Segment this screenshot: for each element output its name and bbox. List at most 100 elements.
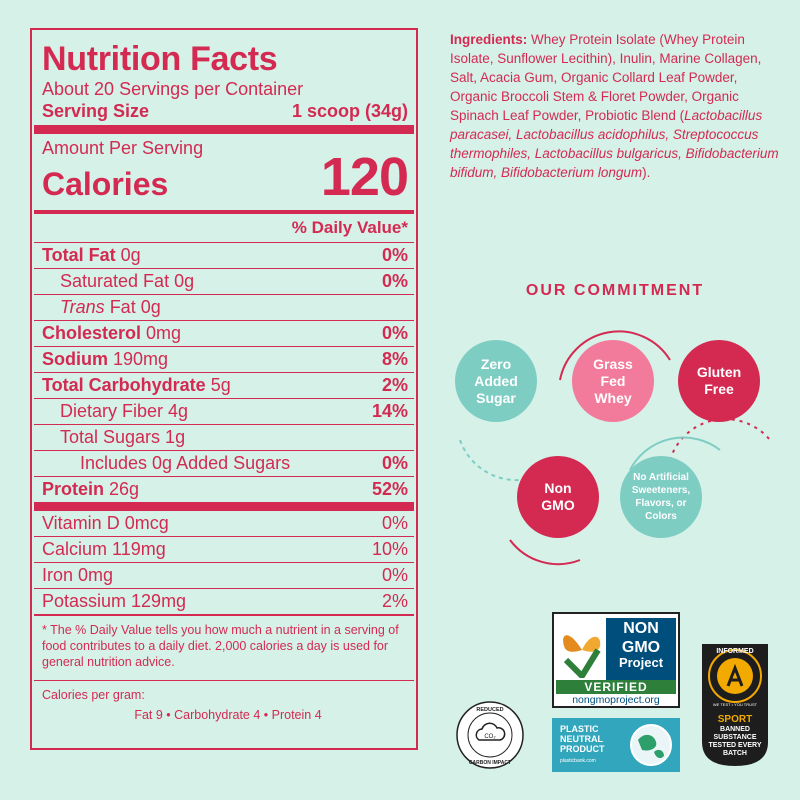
nutrient-name: Cholesterol [42, 323, 142, 343]
non-gmo-line3: Project [618, 655, 664, 670]
badge-zero-added-sugar: Zero Added Sugar [455, 340, 537, 422]
calories-row: Calories 120 [42, 147, 409, 207]
nutrient-amount: Includes 0g Added Sugars [80, 453, 291, 473]
vitamin-pct: 0% [381, 513, 408, 533]
nutrient-row-saturated-fat: Saturated Fat 0g 0% [34, 268, 414, 294]
nutrient-amount: 0mg [141, 323, 182, 343]
thick-divider [34, 125, 414, 134]
amount-per-serving: Amount Per Serving [42, 138, 204, 158]
medium-divider [34, 210, 414, 214]
badge-no-artificial: No Artificial Sweeteners, Flavors, or Co… [620, 456, 702, 538]
nutrient-amount: Total Sugars 1g [60, 427, 186, 447]
verified-banner: VERIFIED [556, 680, 676, 694]
non-gmo-line2: GMO [621, 639, 661, 656]
badge-gluten-free: Gluten Free [678, 340, 760, 422]
nutrition-title: Nutrition Facts [42, 40, 278, 78]
badge-grass-fed-whey: Grass Fed Whey [572, 340, 654, 422]
nutrient-name: Total Carbohydrate [42, 375, 206, 395]
badge-non-gmo: Non GMO [517, 456, 599, 538]
serving-size-value: 1 scoop (34g) [291, 101, 408, 121]
nutrient-row-total-carbohydrate: Total Carbohydrate 5g 2% [34, 372, 414, 398]
daily-value-footnote: * The % Daily Value tells you how much a… [34, 614, 414, 670]
nutrient-name: Trans [60, 297, 105, 317]
nutrient-pct: 8% [381, 349, 408, 369]
globe-icon [630, 724, 672, 766]
nutrient-amount: Fat 0g [104, 297, 161, 317]
nutrient-amount: 5g [205, 375, 231, 395]
nutrient-pct: 0% [381, 323, 408, 343]
vitamin-pct: 2% [381, 591, 408, 611]
vitamin-name: Calcium 119mg [42, 539, 166, 559]
nutrient-row-dietary-fiber: Dietary Fiber 4g 14% [34, 398, 414, 424]
butterfly-icon [563, 635, 601, 678]
informed-tag: WE TEST • YOU TRUST [713, 702, 758, 707]
serving-size-label: Serving Size [42, 101, 150, 121]
nutrient-pct: 2% [381, 375, 408, 395]
non-gmo-site: nongmoproject.org [572, 694, 660, 706]
badge-text: Grass Fed Whey [593, 355, 633, 406]
commitment-title: OUR COMMITMENT [525, 282, 705, 299]
reduced-bottom-text: CARBON IMPACT [469, 760, 511, 766]
vitamin-row-potassium: Potassium 129mg 2% [34, 588, 414, 614]
vitamin-name: Vitamin D 0mcg [42, 513, 169, 533]
nutrient-name: Protein [42, 479, 105, 499]
calories-per-gram-values: Fat 9 • Carbohydrate 4 • Protein 4 [134, 708, 322, 722]
badge-text: Non GMO [541, 480, 575, 513]
reduced-co2: CO₂ [484, 734, 496, 740]
nutrient-row-total-fat: Total Fat 0g 0% [34, 242, 414, 268]
informed-sport: SPORT [718, 714, 752, 725]
badge-text: Zero Added Sugar [474, 355, 518, 406]
nutrient-row-protein: Protein 26g 52% [34, 476, 414, 502]
serving-size-row: Serving Size 1 scoop (34g) [42, 100, 408, 122]
vitamin-name: Potassium 129mg [42, 591, 187, 611]
vitamin-row-iron: Iron 0mg 0% [34, 562, 414, 588]
nutrient-name: Total Fat [42, 245, 116, 265]
nutrient-pct: 0% [381, 245, 408, 265]
nutrient-name: Sodium [42, 349, 108, 369]
reduced-top-text: REDUCED [476, 707, 503, 713]
badge-text: Gluten Free [696, 364, 742, 397]
decorative-arcs [459, 330, 771, 566]
non-gmo-line1: NON [623, 620, 659, 637]
nutrient-amount: 190mg [108, 349, 169, 369]
non-gmo-verified-logo: NON GMO Project VERIFIED nongmoproject.o… [552, 612, 680, 708]
vitamin-row-vitamin-d: Vitamin D 0mcg 0% [34, 511, 414, 536]
vitamin-pct: 0% [381, 565, 408, 585]
nutrient-row-total-sugars: Total Sugars 1g [34, 424, 414, 450]
nutrient-amount: 0g [115, 245, 141, 265]
nutrient-row-trans-fat: Trans Fat 0g [34, 294, 414, 320]
reduced-carbon-impact-logo: CO₂ REDUCED CARBON IMPACT [456, 701, 524, 769]
ingredients-text: Whey Protein Isolate (Whey Protein Isola… [450, 32, 762, 123]
calories-value: 120 [320, 147, 409, 207]
nutrient-pct: 0% [381, 271, 408, 291]
nutrition-facts-panel: Nutrition Facts About 20 Servings per Co… [30, 28, 418, 750]
nutrient-pct: 14% [371, 401, 408, 421]
nutrient-amount: Saturated Fat 0g [60, 271, 195, 291]
ingredients-end: ). [642, 165, 651, 180]
calories-per-gram-label: Calories per gram: [42, 688, 145, 702]
informed-sport-logo: INFORMED WE TEST • YOU TRUST SPORT BANNE… [702, 644, 768, 766]
probiotic-strains: Lactobacillus paracasei, Lactobacillus a… [450, 108, 779, 180]
servings-per-container: About 20 Servings per Container [42, 79, 304, 99]
calories-label: Calories [42, 166, 169, 202]
daily-value-header: % Daily Value* [291, 218, 408, 237]
ingredients-label: Ingredients: [450, 32, 528, 47]
informed-banned: BANNED SUBSTANCE TESTED EVERY BATCH [708, 726, 762, 757]
nutrient-pct: 52% [371, 479, 408, 499]
informed-top: INFORMED [716, 648, 753, 655]
nutrient-amount: 26g [104, 479, 140, 499]
nutrient-row-cholesterol: Cholesterol 0mg 0% [34, 320, 414, 346]
calories-per-gram: Calories per gram: Fat 9 • Carbohydrate … [34, 680, 414, 723]
plastic-neutral-logo: PLASTIC NEUTRAL PRODUCT plasticbank.com [552, 718, 680, 772]
vitamin-pct: 10% [371, 539, 408, 559]
thick-divider [34, 502, 414, 511]
nutrient-row-added-sugars: Includes 0g Added Sugars 0% [34, 450, 414, 476]
ingredients-block: Ingredients: Whey Protein Isolate (Whey … [450, 30, 780, 182]
nutrient-amount: Dietary Fiber 4g [60, 401, 189, 421]
plastic-site: plasticbank.com [560, 758, 596, 764]
non-gmo-text-block: NON GMO Project [606, 618, 676, 680]
nutrient-row-sodium: Sodium 190mg 8% [34, 346, 414, 372]
vitamin-name: Iron 0mg [42, 565, 114, 585]
badge-text: No Artificial Sweeteners, Flavors, or Co… [631, 472, 691, 522]
nutrient-pct: 0% [381, 453, 408, 473]
